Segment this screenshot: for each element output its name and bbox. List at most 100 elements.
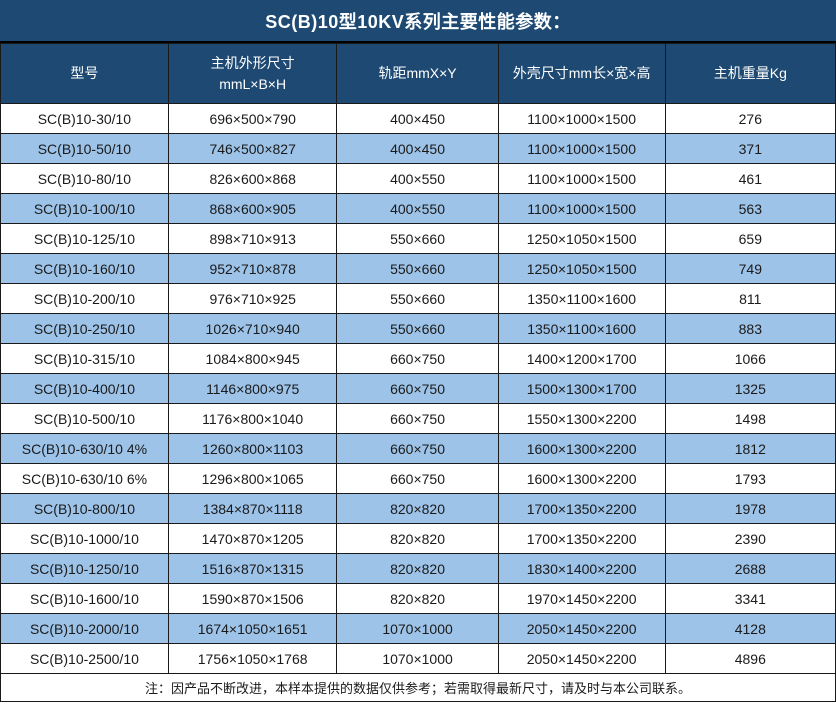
table-cell: 820×820 bbox=[336, 523, 499, 554]
table-cell: 952×710×878 bbox=[167, 253, 338, 284]
note-row: 注：因产品不断改进，本样本提供的数据仅供参考；若需取得最新尺寸，请及时与本公司联… bbox=[0, 673, 836, 702]
table-cell: 1100×1000×1500 bbox=[497, 163, 666, 194]
column-header-label: 主机重量Kg bbox=[713, 65, 787, 82]
table-cell: SC(B)10-250/10 bbox=[0, 313, 169, 344]
column-header-rail-gauge: 轨距mmX×Y bbox=[336, 43, 499, 104]
table-row: SC(B)10-2500/10 1756×1050×1768 1070×1000 20… bbox=[0, 643, 836, 674]
table-cell: 820×820 bbox=[336, 553, 499, 584]
table-cell: 2390 bbox=[664, 523, 836, 554]
table-cell: 660×750 bbox=[336, 373, 499, 404]
table-cell: 1296×800×1065 bbox=[167, 463, 338, 494]
table-cell: 1590×870×1506 bbox=[167, 583, 338, 614]
table-footer: 注：因产品不断改进，本样本提供的数据仅供参考；若需取得最新尺寸，请及时与本公司联… bbox=[0, 673, 836, 702]
table-cell: 1970×1450×2200 bbox=[497, 583, 666, 614]
table-cell: 1516×870×1315 bbox=[167, 553, 338, 584]
table-cell: 1500×1300×1700 bbox=[497, 373, 666, 404]
table-cell: 2688 bbox=[664, 553, 836, 584]
table-cell: 400×550 bbox=[336, 163, 499, 194]
table-cell: SC(B)10-2500/10 bbox=[0, 643, 169, 674]
table-cell: 1176×800×1040 bbox=[167, 403, 338, 434]
table-cell: 1793 bbox=[664, 463, 836, 494]
table-cell: 276 bbox=[664, 103, 836, 134]
table-cell: SC(B)10-315/10 bbox=[0, 343, 169, 374]
table-cell: 749 bbox=[664, 253, 836, 284]
table-cell: 1084×800×945 bbox=[167, 343, 338, 374]
table-cell: 4896 bbox=[664, 643, 836, 674]
table-cell: SC(B)10-100/10 bbox=[0, 193, 169, 224]
table-cell: SC(B)10-1600/10 bbox=[0, 583, 169, 614]
column-header-sublabel: mmL×B×H bbox=[219, 75, 287, 92]
table-cell: 1674×1050×1651 bbox=[167, 613, 338, 644]
table-row: SC(B)10-250/10 1026×710×940 550×660 1350×11… bbox=[0, 313, 836, 344]
table-cell: 1070×1000 bbox=[336, 613, 499, 644]
table-cell: 868×600×905 bbox=[167, 193, 338, 224]
column-header-label: 主机外形尺寸 bbox=[210, 55, 295, 72]
table-cell: 1100×1000×1500 bbox=[497, 133, 666, 164]
table-body: SC(B)10-30/10 696×500×790 400×450 1100×1000… bbox=[0, 103, 836, 674]
column-header-model: 型号 bbox=[0, 43, 169, 104]
table-cell: SC(B)10-800/10 bbox=[0, 493, 169, 524]
table-cell: 811 bbox=[664, 283, 836, 314]
table-cell: 1756×1050×1768 bbox=[167, 643, 338, 674]
table-cell: 563 bbox=[664, 193, 836, 224]
table-cell: 1700×1350×2200 bbox=[497, 523, 666, 554]
table-row: SC(B)10-200/10 976×710×925 550×660 1350×110… bbox=[0, 283, 836, 314]
table-cell: SC(B)10-30/10 bbox=[0, 103, 169, 134]
table-row: SC(B)10-630/10 6% 1296×800×1065 660×750 160… bbox=[0, 463, 836, 494]
table-cell: 1100×1000×1500 bbox=[497, 193, 666, 224]
table-row: SC(B)10-1000/10 1470×870×1205 820×820 1700×… bbox=[0, 523, 836, 554]
header-row: 型号 主机外形尺寸 mmL×B×H 轨距mmX×Y 外壳尺寸mm长×宽×高 主机… bbox=[0, 43, 836, 104]
table-cell: 1830×1400×2200 bbox=[497, 553, 666, 584]
table-row: SC(B)10-500/10 1176×800×1040 660×750 1550×1… bbox=[0, 403, 836, 434]
column-header-weight: 主机重量Kg bbox=[664, 43, 836, 104]
table-cell: SC(B)10-80/10 bbox=[0, 163, 169, 194]
table-row: SC(B)10-100/10 868×600×905 400×550 1100×100… bbox=[0, 193, 836, 224]
table-cell: 746×500×827 bbox=[167, 133, 338, 164]
column-header-label: 型号 bbox=[70, 65, 99, 82]
table-cell: 1066 bbox=[664, 343, 836, 374]
table-cell: 1978 bbox=[664, 493, 836, 524]
table-cell: SC(B)10-500/10 bbox=[0, 403, 169, 434]
table-cell: 976×710×925 bbox=[167, 283, 338, 314]
footnote: 注：因产品不断改进，本样本提供的数据仅供参考；若需取得最新尺寸，请及时与本公司联… bbox=[0, 673, 836, 702]
table-row: SC(B)10-125/10 898×710×913 550×660 1250×105… bbox=[0, 223, 836, 254]
table-cell: 3341 bbox=[664, 583, 836, 614]
table-cell: 1812 bbox=[664, 433, 836, 464]
table-cell: 1384×870×1118 bbox=[167, 493, 338, 524]
table-cell: 1070×1000 bbox=[336, 643, 499, 674]
column-header-label: 轨距mmX×Y bbox=[378, 65, 457, 82]
table-cell: 1250×1050×1500 bbox=[497, 223, 666, 254]
table-cell: 461 bbox=[664, 163, 836, 194]
table-cell: 820×820 bbox=[336, 493, 499, 524]
table-cell: 2050×1450×2200 bbox=[497, 643, 666, 674]
table-cell: 883 bbox=[664, 313, 836, 344]
table-cell: SC(B)10-630/10 6% bbox=[0, 463, 169, 494]
table-cell: 1400×1200×1700 bbox=[497, 343, 666, 374]
table-cell: SC(B)10-125/10 bbox=[0, 223, 169, 254]
table-cell: 400×550 bbox=[336, 193, 499, 224]
column-header-enclosure-size: 外壳尺寸mm长×宽×高 bbox=[497, 43, 666, 104]
table-cell: 1600×1300×2200 bbox=[497, 433, 666, 464]
spec-table: 型号 主机外形尺寸 mmL×B×H 轨距mmX×Y 外壳尺寸mm长×宽×高 主机… bbox=[0, 43, 836, 702]
table-cell: 826×600×868 bbox=[167, 163, 338, 194]
table-cell: 2050×1450×2200 bbox=[497, 613, 666, 644]
table-cell: 1550×1300×2200 bbox=[497, 403, 666, 434]
table-cell: 1470×870×1205 bbox=[167, 523, 338, 554]
table-cell: 1250×1050×1500 bbox=[497, 253, 666, 284]
table-row: SC(B)10-315/10 1084×800×945 660×750 1400×12… bbox=[0, 343, 836, 374]
page-title: SC(B)10型10KV系列主要性能参数： bbox=[0, 0, 836, 43]
table-cell: 371 bbox=[664, 133, 836, 164]
table-row: SC(B)10-1600/10 1590×870×1506 820×820 1970×… bbox=[0, 583, 836, 614]
table-cell: 660×750 bbox=[336, 343, 499, 374]
table-row: SC(B)10-50/10 746×500×827 400×450 1100×1000… bbox=[0, 133, 836, 164]
table-cell: 1146×800×975 bbox=[167, 373, 338, 404]
table-cell: 660×750 bbox=[336, 433, 499, 464]
table-header: 型号 主机外形尺寸 mmL×B×H 轨距mmX×Y 外壳尺寸mm长×宽×高 主机… bbox=[0, 43, 836, 104]
table-cell: 1350×1100×1600 bbox=[497, 313, 666, 344]
column-header-label: 外壳尺寸mm长×宽×高 bbox=[512, 65, 651, 82]
table-row: SC(B)10-630/10 4% 1260×800×1103 660×750 160… bbox=[0, 433, 836, 464]
table-row: SC(B)10-400/10 1146×800×975 660×750 1500×13… bbox=[0, 373, 836, 404]
table-cell: 1260×800×1103 bbox=[167, 433, 338, 464]
table-cell: 696×500×790 bbox=[167, 103, 338, 134]
table-cell: 550×660 bbox=[336, 283, 499, 314]
